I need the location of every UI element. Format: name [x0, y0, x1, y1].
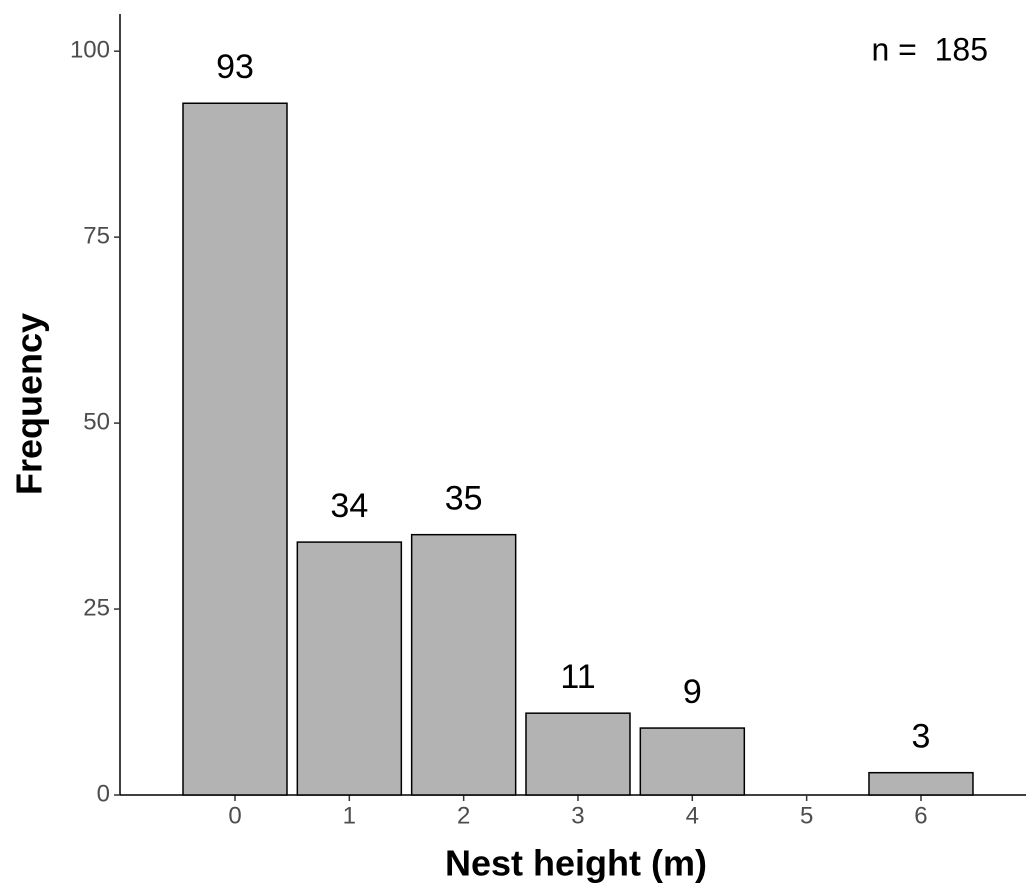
- x-tick-label: 4: [686, 802, 699, 829]
- bar: [525, 712, 631, 796]
- bar: [296, 541, 403, 796]
- y-axis-title: Frequency: [9, 313, 50, 495]
- y-tick-label: 50: [83, 408, 110, 435]
- y-tick-label: 0: [97, 780, 110, 807]
- bar: [868, 771, 974, 796]
- y-tick-label: 100: [70, 37, 110, 64]
- value-label: 3: [912, 718, 931, 756]
- x-tick-label: 3: [571, 802, 584, 829]
- y-tick-label: 75: [83, 222, 110, 249]
- x-tick-label: 6: [914, 802, 927, 829]
- value-label: 93: [216, 48, 254, 86]
- x-tick-label: 5: [800, 802, 813, 829]
- bar: [410, 533, 517, 796]
- bar: [182, 102, 288, 796]
- value-label: 11: [560, 658, 595, 696]
- value-label: 34: [330, 487, 368, 525]
- annotation: n = 185: [871, 31, 988, 67]
- x-tick-label: 1: [343, 802, 356, 829]
- x-tick-label: 2: [457, 802, 470, 829]
- y-tick-label: 25: [83, 594, 110, 621]
- bar: [639, 727, 746, 796]
- x-axis-title: Nest height (m): [445, 843, 707, 884]
- value-label: 9: [683, 673, 702, 711]
- value-label: 35: [445, 480, 483, 518]
- x-tick-label: 0: [228, 802, 241, 829]
